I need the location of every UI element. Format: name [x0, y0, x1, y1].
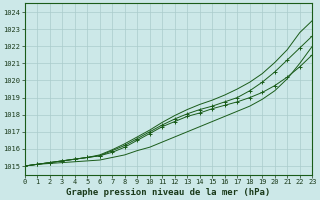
X-axis label: Graphe pression niveau de la mer (hPa): Graphe pression niveau de la mer (hPa)	[66, 188, 271, 197]
